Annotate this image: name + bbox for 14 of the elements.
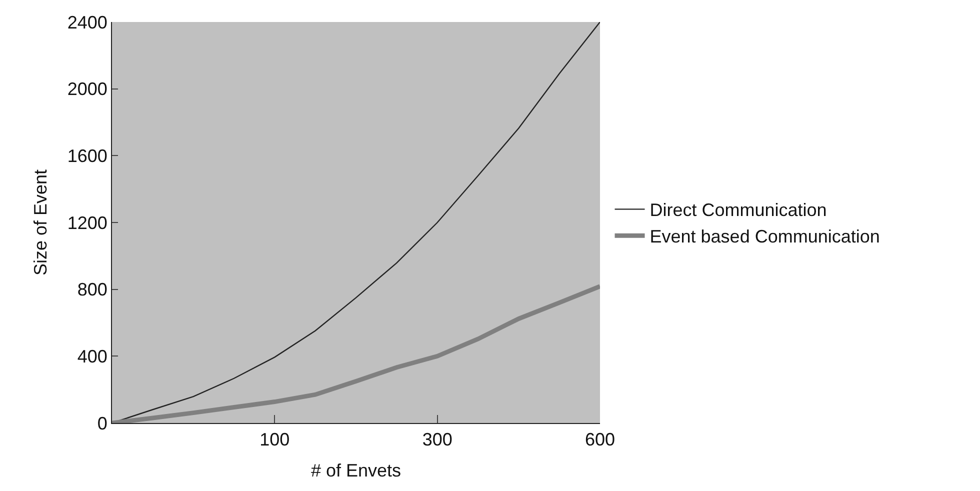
x-tick-label: 300 — [422, 430, 452, 450]
legend-label: Event based Communication — [650, 226, 880, 247]
x-tick-label: 100 — [260, 430, 290, 450]
y-tick-label: 800 — [77, 280, 108, 300]
y-tick-label: 400 — [77, 346, 108, 366]
y-tick-label: 2000 — [67, 79, 108, 100]
y-tick-label: 0 — [97, 413, 108, 434]
x-axis-title: # of Envets — [310, 460, 402, 481]
legend-label: Direct Communication — [650, 200, 827, 220]
y-axis-title: Size of Event — [30, 169, 51, 276]
y-tick-label: 2400 — [67, 12, 108, 32]
y-tick-label: 1200 — [67, 212, 108, 233]
x-tick-label: 600 — [584, 430, 616, 450]
y-tick-label: 1600 — [67, 146, 108, 166]
